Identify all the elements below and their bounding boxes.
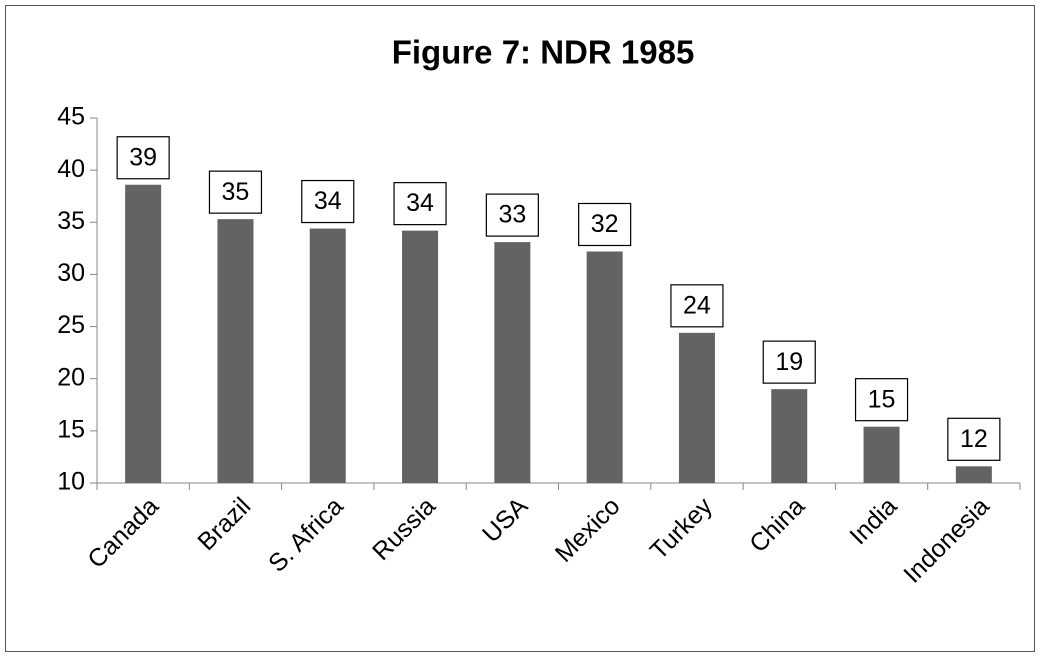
y-tick-label: 10 xyxy=(57,468,85,496)
bar xyxy=(125,184,162,483)
value-label-box xyxy=(485,193,539,237)
bar xyxy=(402,230,439,483)
value-label: 19 xyxy=(775,348,803,376)
y-tick-label: 45 xyxy=(57,103,85,131)
y-tick-label: 25 xyxy=(57,311,85,339)
value-label: 34 xyxy=(406,189,434,217)
value-label: 12 xyxy=(960,425,988,453)
bar xyxy=(309,228,346,483)
value-label-box xyxy=(762,340,816,384)
y-tick-label: 15 xyxy=(57,415,85,443)
value-label: 39 xyxy=(129,143,157,171)
bar xyxy=(494,242,531,483)
value-label-box xyxy=(670,284,724,328)
value-label-box xyxy=(116,136,170,180)
value-label-box xyxy=(854,378,909,422)
y-tick-label: 40 xyxy=(57,155,85,183)
value-label-box xyxy=(393,182,447,226)
bar xyxy=(863,426,900,483)
bar xyxy=(217,219,254,483)
chart-title: Figure 7: NDR 1985 xyxy=(392,34,695,71)
value-label: 33 xyxy=(498,201,526,229)
value-label-box xyxy=(578,202,632,247)
value-label-box xyxy=(208,170,263,214)
bar xyxy=(955,466,992,483)
value-label: 34 xyxy=(314,187,342,215)
y-tick-label: 35 xyxy=(57,207,85,235)
y-tick-label: 30 xyxy=(57,259,85,287)
value-label: 24 xyxy=(683,291,711,319)
value-label-box xyxy=(301,179,355,224)
y-tick-label: 20 xyxy=(57,363,85,391)
value-label: 15 xyxy=(868,385,896,413)
bar xyxy=(678,332,715,483)
value-label: 35 xyxy=(222,178,250,206)
bar xyxy=(586,251,623,483)
value-label: 32 xyxy=(591,210,619,238)
bar xyxy=(771,389,808,483)
value-label-box xyxy=(947,417,1001,461)
